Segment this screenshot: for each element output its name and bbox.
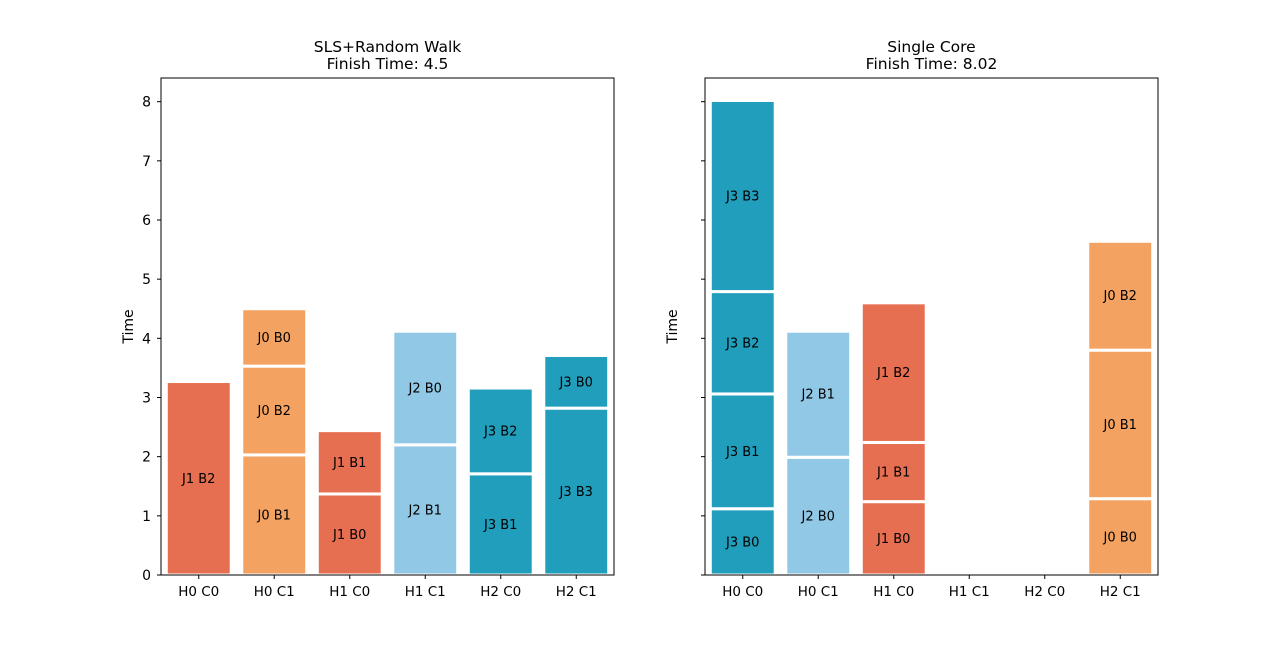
bar-segment-label: J3 B0	[725, 535, 759, 550]
chart-title-line: Finish Time: 8.02	[866, 55, 998, 73]
bar-segment	[1086, 497, 1155, 577]
bar-segment	[708, 290, 777, 396]
bar-segment	[542, 406, 611, 577]
x-tick-label: H2 C0	[480, 584, 521, 600]
bar-segment-label: J1 B0	[332, 528, 366, 543]
y-tick-label: 6	[142, 213, 151, 229]
y-tick-label: 5	[142, 272, 151, 288]
x-tick-label: H2 C1	[1100, 584, 1141, 600]
axes-frame	[160, 77, 615, 576]
bar-segment-label: J1 B2	[876, 366, 910, 381]
x-tick-label: H0 C0	[722, 584, 763, 600]
bar-segment	[466, 386, 535, 476]
x-tick-label: H0 C1	[254, 584, 295, 600]
bar-segment-label: J3 B1	[725, 445, 759, 460]
y-tick-label: 2	[142, 450, 151, 466]
bar-segment	[859, 301, 928, 444]
bar-segment	[315, 429, 384, 496]
x-tick-label: H0 C0	[178, 584, 219, 600]
bar-segment	[784, 329, 853, 459]
axes-frame	[704, 77, 1159, 576]
x-tick-label: H2 C0	[1024, 584, 1065, 600]
bar-segment-label: J0 B0	[257, 331, 291, 346]
x-tick-label: H1 C1	[405, 584, 446, 600]
bar-segment-label: J3 B3	[559, 485, 593, 500]
bar-segment-label: J1 B1	[332, 456, 366, 471]
bar-segment	[708, 98, 777, 294]
bar-segment	[1086, 348, 1155, 501]
bar-segment-label: J0 B1	[257, 508, 291, 523]
chart-panel-2: J3 B0 J3 B1 J3 B2 J3 B3 J2 B0 J2 B1 J1 B0 J1 B1…	[665, 38, 1159, 600]
bar-segment-label: J0 B0	[1103, 530, 1137, 545]
x-tick-label: H1 C1	[949, 584, 990, 600]
bar-segment-label: J3 B3	[725, 190, 759, 205]
x-tick-label: H1 C0	[329, 584, 370, 600]
chart-panel-1: J1 B2 J0 B1 J0 B2 J0 B0 J1 B0 J1 B1 J2 B1 J2 B0…	[121, 38, 615, 600]
bar-segment-label: J3 B2	[725, 336, 759, 351]
y-axis-label: Time	[665, 309, 681, 344]
bar-segment	[708, 392, 777, 511]
bar-segment-label: J0 B2	[1103, 289, 1137, 304]
bar-segment-label: J0 B1	[1103, 418, 1137, 433]
bar-segment-label: J2 B0	[801, 510, 835, 525]
y-tick-label: 0	[142, 568, 151, 584]
bar-segment-label: J2 B1	[801, 388, 835, 403]
bar-segment	[391, 329, 460, 447]
bar-segment	[542, 353, 611, 410]
bar-segment-label: J3 B0	[559, 375, 593, 390]
bar-segment	[859, 440, 928, 504]
x-tick-label: H0 C1	[798, 584, 839, 600]
bar-segment-label: J1 B2	[181, 472, 215, 487]
bar-segment-label: J2 B0	[408, 382, 442, 397]
x-tick-label: H1 C0	[873, 584, 914, 600]
bar-segment	[1086, 239, 1155, 352]
y-tick-label: 4	[142, 331, 151, 347]
y-tick-label: 8	[142, 95, 151, 111]
bar-segment-label: J2 B1	[408, 503, 442, 518]
chart-title-line: SLS+Random Walk	[314, 38, 462, 56]
x-tick-label: H2 C1	[556, 584, 597, 600]
bar-segment	[164, 380, 233, 577]
y-axis-label: Time	[121, 309, 137, 344]
y-tick-label: 7	[142, 154, 151, 170]
y-tick-label: 3	[142, 391, 151, 407]
chart-title-line: Single Core	[887, 38, 975, 56]
bar-segment-label: J1 B0	[876, 532, 910, 547]
chart-title-line: Finish Time: 4.5	[327, 55, 449, 73]
bar-segment	[240, 307, 309, 368]
y-tick-label: 1	[142, 509, 151, 525]
bar-segment-label: J3 B2	[483, 424, 517, 439]
bar-segment-label: J3 B1	[483, 518, 517, 533]
bar-segment-label: J1 B1	[876, 466, 910, 481]
bar-segment-label: J0 B2	[257, 404, 291, 419]
